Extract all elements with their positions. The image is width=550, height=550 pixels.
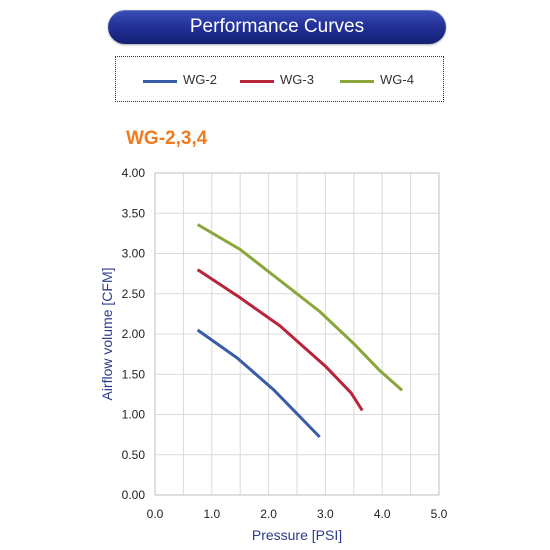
plot-frame	[154, 172, 440, 496]
x-tick-label: 3.0	[317, 507, 334, 521]
grid	[154, 172, 440, 496]
y-tick-label: 0.50	[122, 448, 146, 462]
y-tick-label: 3.00	[122, 247, 146, 261]
series-line-wg-3	[196, 268, 364, 412]
y-tick-label: 0.00	[122, 488, 146, 502]
x-tick-label: 2.0	[260, 507, 277, 521]
y-tick-label: 3.50	[122, 206, 146, 220]
legend-label-wg-2: WG-2	[183, 72, 217, 87]
series-line-wg-4	[196, 223, 404, 392]
legend-label-wg-4: WG-4	[380, 72, 414, 87]
y-tick-label: 2.00	[122, 327, 146, 341]
y-tick-label: 1.00	[122, 408, 146, 422]
legend: WG-2 WG-3 WG-4	[115, 56, 444, 102]
tick-labels: 0.0 1.0 2.0 3.0 4.0 5.0 0.00 0.50 1.00 1.50 2.00 2.…	[122, 166, 448, 521]
x-tick-label: 1.0	[203, 507, 220, 521]
legend-swatch-wg-4	[340, 80, 374, 83]
y-axis-title: Airflow volume [CFM]	[99, 267, 115, 400]
page-title: Performance Curves	[108, 10, 446, 44]
y-tick-label: 2.50	[122, 287, 146, 301]
y-tick-label: 1.50	[122, 367, 146, 381]
chart-subtitle: WG-2,3,4	[126, 128, 208, 149]
axes	[154, 172, 440, 496]
x-tick-label: 5.0	[431, 507, 448, 521]
legend-label-wg-3: WG-3	[280, 72, 314, 87]
x-axis-title: Pressure [PSI]	[252, 527, 342, 543]
x-tick-label: 0.0	[147, 507, 164, 521]
legend-swatch-wg-3	[240, 80, 274, 83]
series-line-wg-2	[196, 328, 321, 439]
y-tick-label: 4.00	[122, 166, 146, 180]
series	[196, 223, 404, 439]
legend-swatch-wg-2	[143, 80, 177, 83]
x-tick-label: 4.0	[374, 507, 391, 521]
